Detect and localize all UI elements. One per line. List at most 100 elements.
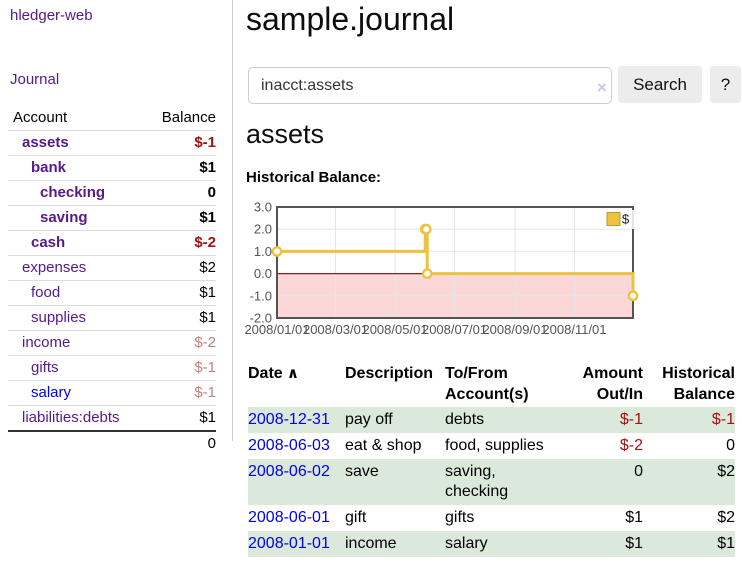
transaction-balance: $2 [717,509,735,526]
transaction-date-link[interactable]: 2008-06-01 [248,509,330,526]
transaction-accounts: salary [445,531,563,557]
register-row: 2008-06-02 save saving, checking 0 $2 [248,459,735,505]
account-row: supplies $1 [8,305,216,331]
account-row: assets $-1 [8,130,216,156]
transaction-date-link[interactable]: 2008-01-01 [248,535,330,552]
y-axis-tick: 1.0 [254,244,272,259]
data-point-marker [420,223,432,235]
sidebar-account-link[interactable]: bank [31,159,67,176]
y-axis-tick: 3.0 [254,200,272,215]
account-row: food $1 [8,280,216,306]
historical-balance-chart: $3.0 2.0 1.0 0.0 -1.0 -2.02008/01/012008/03/0… [244,200,639,337]
sidebar-account-link[interactable]: salary [31,384,72,401]
legend-label: $ [622,212,630,227]
transaction-description: gift [345,509,367,526]
account-balance: $1 [136,280,216,306]
x-axis-tick: 2008/09/01 [482,322,547,337]
y-axis-tick: 2.0 [254,222,272,237]
transaction-date-link[interactable]: 2008-06-02 [248,463,330,480]
register-column-header-description: Description [345,365,434,382]
transaction-accounts: debts [445,407,563,433]
account-row: bank $1 [8,155,216,181]
register-row: 2008-06-03 eat & shop food, supplies $-2 0 [248,433,735,459]
x-axis-tick: 2008/03/01 [303,322,368,337]
clear-search-icon[interactable]: × [597,78,607,97]
account-row: expenses $2 [8,255,216,281]
account-row: saving $1 [8,205,216,231]
account-balance: $-2 [136,330,216,356]
transaction-balance: 0 [726,437,735,454]
data-point-marker [421,268,433,280]
account-balance: $-1 [136,130,216,156]
search-input[interactable] [248,67,612,104]
register-column-header-date[interactable]: Date ∧ [248,365,300,382]
page-title: sample.journal [246,1,455,37]
sidebar-account-link[interactable]: income [22,334,71,351]
x-axis-tick: 2008/01/01 [244,322,309,337]
chart-label: Historical Balance: [246,169,382,186]
x-axis-tick: 2008/11/01 [542,322,606,337]
help-button[interactable]: ? [710,66,741,103]
sidebar-account-link[interactable]: expenses [22,259,87,276]
sidebar-account-link[interactable]: supplies [31,309,87,326]
transaction-balance: $2 [643,459,735,505]
account-row: cash $-2 [8,230,216,256]
account-row: gifts $-1 [8,355,216,381]
account-balance: $1 [136,155,216,181]
account-row: checking 0 [8,180,216,206]
register-row: 2008-12-31 pay off debts $-1 $-1 [248,407,735,433]
account-balance: $1 [136,305,216,331]
register-table: Date ∧ Description To/From Account(s) Amount… [248,361,735,557]
account-balance: $-1 [136,355,216,381]
account-balance: $1 [136,405,216,431]
register-row: 2008-06-01 gift gifts $1 $2 [248,505,735,531]
register-row: 2008-01-01 income salary $1 $1 [248,531,735,557]
transaction-description: pay off [345,407,445,433]
accounts-total-row: 0 [8,430,216,456]
transaction-amount: $1 [625,509,643,526]
sidebar-account-link[interactable]: cash [31,234,66,251]
transaction-balance: $1 [643,531,735,557]
brand-link[interactable]: hledger-web [10,7,93,24]
transaction-accounts: gifts [445,509,475,526]
register-column-header-tofrom: To/From Account(s) [445,365,529,403]
account-balance: $-1 [136,380,216,406]
y-axis-tick: -1.0 [250,288,272,303]
balance-column-header: Balance [161,109,216,126]
x-axis-tick: 2008/05/01 [362,322,427,337]
transaction-amount: $1 [563,531,643,557]
sort-ascending-icon: ∧ [282,365,300,382]
account-balance: 0 [136,180,216,206]
account-row: income $-2 [8,330,216,356]
data-point-marker [627,290,639,302]
search-button[interactable]: Search [618,66,702,103]
transaction-balance: $-1 [643,407,735,433]
account-balance: $-2 [136,230,216,256]
sidebar-account-link[interactable]: food [31,284,61,301]
transaction-date-link[interactable]: 2008-12-31 [248,411,330,428]
plot-border [276,206,634,319]
transaction-amount: 0 [563,459,643,505]
transaction-description: income [345,531,445,557]
sidebar-account-link[interactable]: liabilities:debts [22,409,120,426]
account-balance: $1 [136,205,216,231]
sidebar-account-link[interactable]: saving [40,209,88,226]
account-column-header: Account [13,109,68,126]
accounts-table-header: Account Balance [8,106,216,131]
account-balance: $2 [136,255,216,281]
transaction-date-link[interactable]: 2008-06-03 [248,437,330,454]
transaction-amount: $-1 [563,407,643,433]
transaction-description: save [345,459,445,505]
sidebar-item-journal[interactable]: Journal [10,71,60,88]
transaction-amount: $-2 [619,437,643,454]
sidebar-account-link[interactable]: checking [40,184,106,201]
accounts-total-value: 0 [136,430,216,456]
accounts-table: Account Balance assets $-1 bank $1 checking 0… [8,106,216,456]
x-axis-tick: 2008/07/01 [422,322,487,337]
y-axis-tick: 0.0 [254,266,272,281]
sidebar-account-link[interactable]: assets [22,134,69,151]
transaction-accounts: saving, checking [445,459,563,505]
transaction-accounts: food, supplies [445,437,544,454]
sidebar-account-link[interactable]: gifts [31,359,59,376]
